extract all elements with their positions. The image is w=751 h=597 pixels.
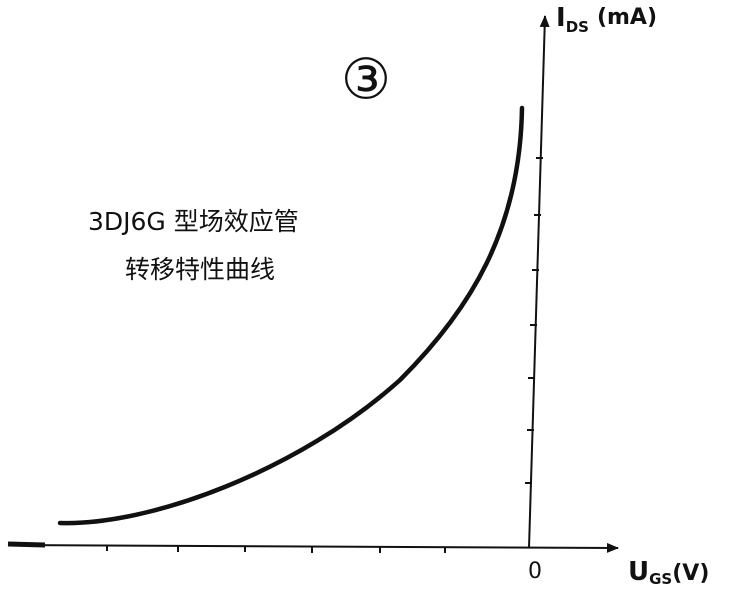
x-ticks [106, 545, 446, 553]
title-line2: 转移特性曲线 [125, 255, 275, 284]
label-part: (mA) [597, 5, 657, 30]
transfer-curve [57, 105, 525, 526]
label-part: DS [566, 18, 589, 36]
label-part: (V) [672, 561, 709, 586]
y-axis [528, 15, 550, 549]
label-part: I [556, 3, 566, 33]
title-line1: 3DJ6G 型场效应管 [88, 207, 299, 236]
x-axis [7, 542, 619, 553]
x-axis-label: UGS(V) [628, 557, 709, 588]
x-axis-start [7, 541, 46, 548]
label-part: GS [649, 570, 672, 588]
y-axis-label: IDS (mA) [556, 3, 657, 36]
y-ticks [525, 157, 543, 484]
label-part: U [628, 557, 649, 587]
figure-number: ③ [341, 48, 391, 113]
origin-label: 0 [528, 559, 542, 584]
